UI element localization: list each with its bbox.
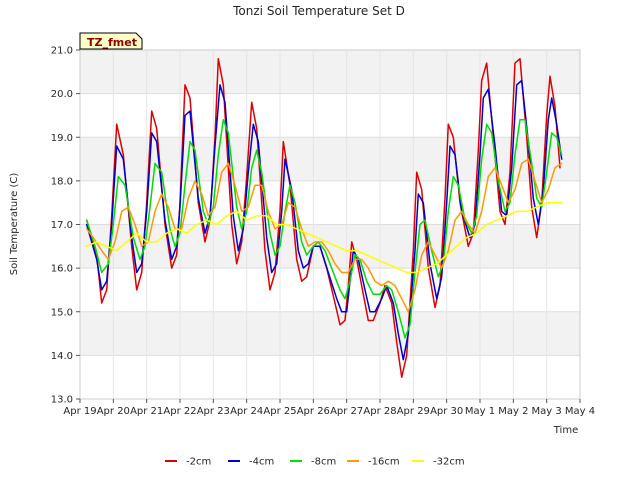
x-tick-label: May 2 bbox=[498, 406, 528, 417]
series-line-minus-32cm bbox=[85, 201, 563, 274]
legend-label: -32cm bbox=[433, 457, 465, 468]
plot-band bbox=[80, 268, 580, 312]
x-axis-label: Time bbox=[553, 425, 578, 436]
x-tick-label: May 4 bbox=[565, 406, 595, 417]
badge-text: TZ_fmet bbox=[87, 36, 137, 49]
x-tick-label: May 1 bbox=[465, 406, 495, 417]
x-tick-label: Apr 19 bbox=[63, 406, 96, 417]
plot-band bbox=[80, 93, 580, 138]
badge-box bbox=[79, 32, 143, 50]
x-tick-label: Apr 27 bbox=[330, 406, 363, 417]
legend-label: -8cm bbox=[311, 457, 336, 468]
series-line-minus-2cm bbox=[85, 57, 561, 378]
y-tick-label: 16.0 bbox=[51, 264, 73, 275]
x-tick-label: Apr 30 bbox=[430, 406, 463, 417]
series-lines bbox=[85, 57, 563, 378]
legend-label: -16cm bbox=[368, 457, 400, 468]
series-line-minus-16cm bbox=[85, 158, 563, 313]
x-tick-label: Apr 21 bbox=[130, 406, 163, 417]
y-tick-label: 13.0 bbox=[51, 395, 73, 406]
x-tick-label: Apr 23 bbox=[197, 406, 230, 417]
x-tick-label: May 3 bbox=[532, 406, 562, 417]
x-axis-ticks: Apr 19 Apr 20 Apr 21 Apr 22 Apr 23 Apr 24 Apr … bbox=[63, 399, 595, 417]
y-tick-label: 18.0 bbox=[51, 176, 73, 187]
y-tick-label: 14.0 bbox=[51, 351, 73, 362]
y-axis-label: Soil Temperature (C) bbox=[9, 173, 20, 276]
y-tick-label: 19.0 bbox=[51, 133, 73, 144]
y-axis-ticks: 13.0 14.0 15.0 16.0 17.0 18.0 19.0 20.0 21.0 bbox=[51, 46, 80, 406]
plot-band bbox=[80, 311, 580, 356]
y-tick-label: 20.0 bbox=[51, 89, 73, 100]
plot-band bbox=[80, 137, 580, 181]
x-tick-label: Apr 20 bbox=[97, 406, 130, 417]
x-tick-label: Apr 25 bbox=[263, 406, 296, 417]
legend-label: -4cm bbox=[249, 457, 274, 468]
plot-band bbox=[80, 355, 580, 399]
x-tick-label: Apr 28 bbox=[363, 406, 396, 417]
x-tick-label: Apr 29 bbox=[397, 406, 430, 417]
legend: -2cm -4cm -8cm -16cm -32cm bbox=[165, 457, 465, 468]
series-line-minus-4cm bbox=[85, 79, 563, 361]
y-tick-label: 17.0 bbox=[51, 220, 73, 231]
y-tick-label: 15.0 bbox=[51, 307, 73, 318]
x-tick-label: Apr 24 bbox=[230, 406, 263, 417]
legend-label: -2cm bbox=[186, 457, 211, 468]
x-tick-label: Apr 26 bbox=[297, 406, 330, 417]
series-line-minus-8cm bbox=[85, 119, 563, 339]
badge: TZ_fmet bbox=[79, 32, 143, 50]
chart-title: Tonzi Soil Temperature Set D bbox=[232, 4, 405, 18]
y-tick-label: 21.0 bbox=[51, 46, 73, 57]
x-tick-label: Apr 22 bbox=[163, 406, 196, 417]
plot-band bbox=[80, 50, 580, 94]
plot-band bbox=[80, 224, 580, 269]
